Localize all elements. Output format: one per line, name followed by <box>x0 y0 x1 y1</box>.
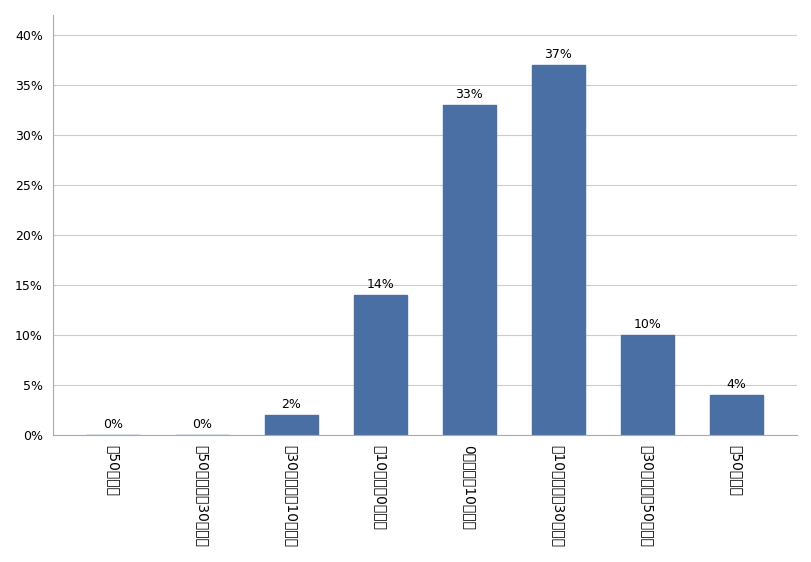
Bar <box>620 335 673 435</box>
Bar <box>531 65 585 435</box>
Text: 0%: 0% <box>192 418 212 431</box>
Bar <box>709 395 762 435</box>
Text: 0%: 0% <box>103 418 123 431</box>
Text: 33%: 33% <box>455 88 483 101</box>
Text: 2%: 2% <box>281 398 301 411</box>
Text: 14%: 14% <box>366 278 393 291</box>
Bar <box>264 415 318 435</box>
Text: 37%: 37% <box>543 48 572 61</box>
Bar <box>353 295 406 435</box>
Text: 4%: 4% <box>726 378 745 391</box>
Bar <box>442 105 496 435</box>
Text: 10%: 10% <box>633 318 660 331</box>
